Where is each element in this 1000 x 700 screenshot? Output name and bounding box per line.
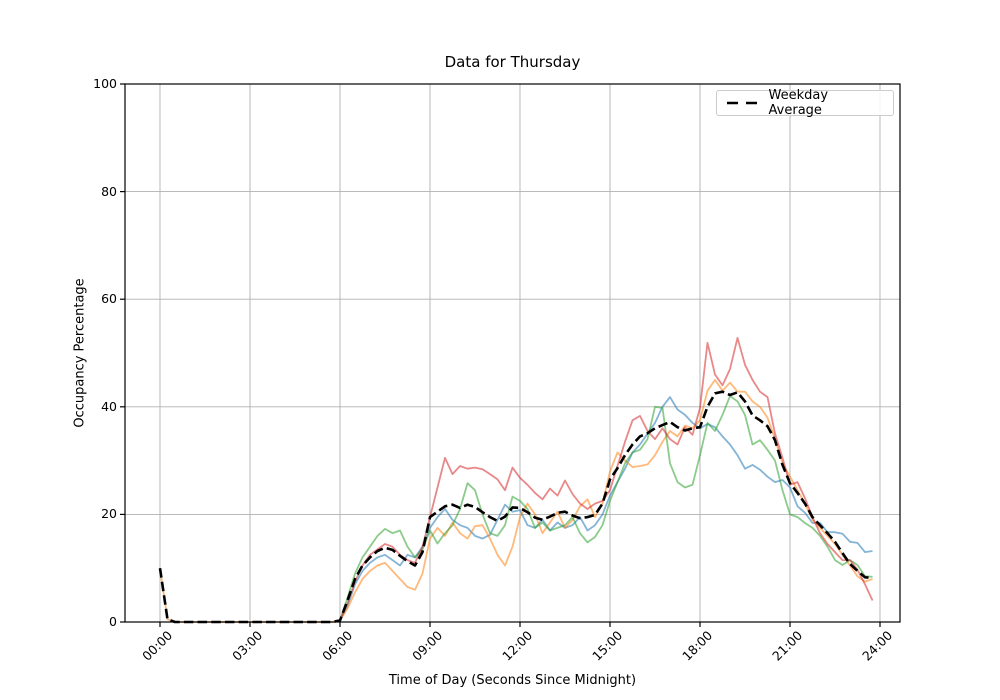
series-weekday-1: [339, 396, 873, 621]
legend-dashed-line-sample: [727, 101, 759, 105]
series-weekday-average: [158, 390, 873, 624]
y-tick-label: 20: [101, 506, 117, 522]
plot-border: [124, 83, 901, 623]
series-weekday-2: [159, 379, 873, 623]
legend: Weekday Average: [716, 88, 894, 118]
y-tick-label: 80: [101, 183, 117, 199]
series-weekday-3: [339, 395, 873, 621]
y-tick-label: 60: [101, 291, 117, 307]
legend-label: Weekday Average: [768, 88, 829, 118]
y-tick-label: 40: [101, 398, 117, 414]
y-tick-label: 100: [93, 76, 117, 91]
x-axis-label: Time of Day (Seconds Since Midnight): [388, 673, 637, 688]
y-tick-label: 0: [109, 614, 117, 629]
chart-title: Data for Thursday: [444, 53, 581, 71]
